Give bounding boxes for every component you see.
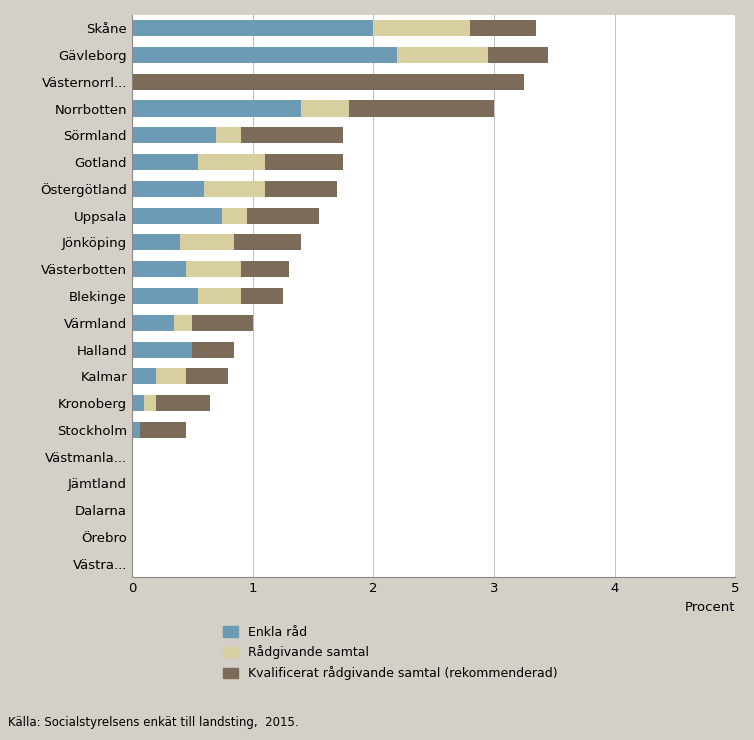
Bar: [186, 261, 241, 278]
Bar: [192, 314, 253, 331]
Bar: [132, 127, 216, 144]
Bar: [234, 235, 301, 250]
Bar: [132, 314, 174, 331]
Bar: [373, 20, 470, 36]
Bar: [174, 314, 192, 331]
Bar: [180, 235, 234, 250]
Bar: [132, 101, 301, 117]
Bar: [132, 261, 186, 278]
Bar: [186, 369, 228, 384]
Bar: [132, 154, 198, 170]
Bar: [216, 127, 241, 144]
Bar: [241, 127, 343, 144]
Bar: [144, 395, 156, 411]
Legend: Enkla råd, Rådgivande samtal, Kvalificerat rådgivande samtal (rekommenderad): Enkla råd, Rådgivande samtal, Kvalificer…: [222, 625, 557, 680]
Bar: [488, 47, 548, 63]
Bar: [140, 422, 186, 438]
Bar: [265, 154, 343, 170]
Bar: [132, 47, 397, 63]
Text: Procent: Procent: [685, 601, 735, 614]
Bar: [397, 47, 488, 63]
Bar: [198, 288, 241, 304]
Bar: [132, 74, 524, 90]
Bar: [241, 288, 283, 304]
Bar: [222, 208, 247, 223]
Bar: [156, 395, 210, 411]
Bar: [132, 342, 192, 357]
Bar: [156, 369, 186, 384]
Bar: [204, 181, 265, 197]
Bar: [198, 154, 265, 170]
Bar: [132, 181, 204, 197]
Bar: [301, 101, 349, 117]
Bar: [349, 101, 494, 117]
Bar: [132, 20, 373, 36]
Bar: [132, 288, 198, 304]
Bar: [132, 208, 222, 223]
Bar: [247, 208, 319, 223]
Bar: [132, 422, 140, 438]
Bar: [192, 342, 234, 357]
Text: Källa: Socialstyrelsens enkät till landsting,  2015.: Källa: Socialstyrelsens enkät till lands…: [8, 716, 298, 729]
Bar: [265, 181, 337, 197]
Bar: [132, 369, 156, 384]
Bar: [132, 235, 180, 250]
Bar: [132, 395, 144, 411]
Bar: [470, 20, 536, 36]
Bar: [241, 261, 289, 278]
